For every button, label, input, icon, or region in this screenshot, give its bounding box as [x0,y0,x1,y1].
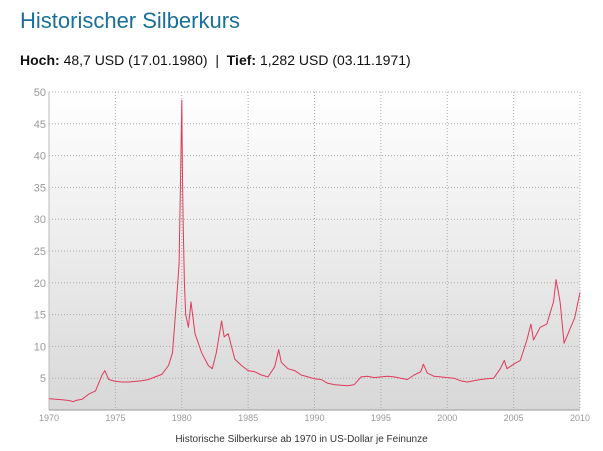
x-tick-label: 1975 [105,413,125,423]
x-tick-label: 2010 [570,413,590,423]
silver-price-line [48,99,581,403]
high-label: Hoch: [20,52,60,68]
price-extremes: Hoch: 48,7 USD (17.01.1980) | Tief: 1,28… [20,52,411,68]
x-tick-label: 2000 [437,413,457,423]
chart-caption: Historische Silberkurse ab 1970 in US-Do… [175,434,428,445]
high-value: 48,7 USD (17.01.1980) [63,52,208,68]
x-tick-label: 1995 [371,413,391,423]
y-tick-label: 40 [34,151,46,163]
y-tick-label: 20 [34,278,46,290]
x-tick-label: 1990 [304,413,324,423]
low-value: 1,282 USD (03.11.1971) [259,52,411,68]
y-tick-label: 25 [34,246,46,258]
y-tick-label: 10 [34,341,46,353]
page-title: Historischer Silberkurs [20,8,241,33]
y-tick-label: 30 [34,214,46,226]
low-label: Tief: [226,52,257,68]
y-axis: 5 10 15 20 25 30 35 40 45 50 [34,87,50,410]
x-axis: 1970 1975 1980 1985 1990 1995 2000 2005 2010 [39,409,590,423]
y-tick-label: 45 [34,119,46,131]
x-tick-label: 1970 [39,413,59,423]
x-tick-label: 2005 [504,413,524,423]
y-tick-label: 15 [34,310,46,322]
x-tick-label: 1985 [238,413,258,423]
y-tick-label: 35 [34,182,46,194]
separator: | [215,52,219,68]
y-tick-label: 50 [34,87,46,99]
x-tick-label: 1980 [172,413,192,423]
y-tick-label: 5 [40,373,46,385]
